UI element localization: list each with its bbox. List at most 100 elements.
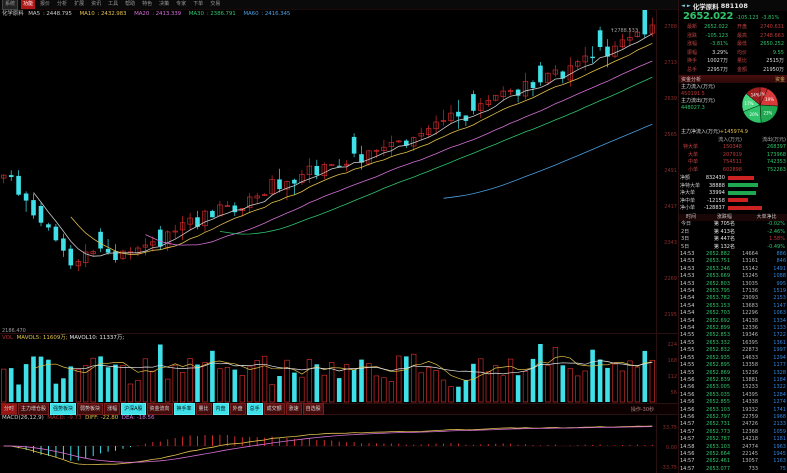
flow-name: 小单	[687, 166, 698, 173]
tick-price: 2652.803	[706, 280, 730, 287]
table-row[interactable]: 14:55 2652.935 14633 1294	[679, 355, 787, 362]
table-row[interactable]: 14:54 2653.782 23093 2153	[679, 295, 787, 302]
menu-item-9[interactable]: 决策	[159, 1, 170, 7]
menu-item-2[interactable]: 报价	[40, 1, 51, 7]
legend-macd-title: MACD(26,12,9)	[2, 415, 44, 421]
table-row[interactable]: 14:53 2652.803 13035 995	[679, 281, 787, 288]
tick-price: 2652.869	[706, 369, 730, 376]
tick-price: 2652.692	[706, 317, 730, 324]
table-row[interactable]: 14:56 2652.664 22145 1945	[679, 451, 787, 458]
tick-volume: 22145	[742, 450, 758, 457]
table-row[interactable]: 14:56 2653.103 19332 1741	[679, 407, 787, 414]
legend-dea: DEA: -18.56	[121, 415, 155, 421]
prev-instrument-icon[interactable]: ◄	[681, 2, 685, 9]
tick-count: 1334	[773, 317, 786, 324]
tab-10[interactable]: 外盘	[229, 403, 246, 415]
fund-flow-th-2: 流出(万元)	[762, 137, 786, 143]
legend-macd-val: MACD: -9.73	[47, 415, 82, 421]
macd-pane[interactable]: MACD(26,12,9) MACD: -9.73 DIFF: -22.80 D…	[0, 415, 678, 473]
table-row[interactable]: 14:56 2652.855 14338 1274	[679, 399, 787, 406]
rank-pct: -0.49%	[767, 243, 785, 250]
table-row[interactable]: 14:57 2652.461 13057 1163	[679, 458, 787, 465]
table-row[interactable]: 14:54 2652.899 12336 1133	[679, 325, 787, 332]
table-row[interactable]: 14:55 2652.869 15236 1328	[679, 370, 787, 377]
tick-price: 2653.332	[706, 339, 730, 346]
table-row[interactable]: 14:55 2652.895 13358 1177	[679, 362, 787, 369]
tick-volume: 14633	[742, 354, 758, 361]
tick-price: 2652.797	[706, 413, 730, 420]
table-row[interactable]: 14:57 2652.773 12368 1059	[679, 429, 787, 436]
table-row[interactable]: 14:57 2653.077 733 75	[679, 466, 787, 473]
tab-1[interactable]: 主力增仓股	[18, 403, 50, 415]
menu-item-8[interactable]: 特色	[142, 1, 153, 7]
net-inflow-title: 主力净流入(万元)+145974.9	[679, 128, 787, 137]
next-instrument-icon[interactable]: ►	[686, 2, 691, 9]
tab-0[interactable]: 分时	[1, 403, 18, 415]
tab-4[interactable]: 涨幅	[104, 403, 121, 415]
tick-count: 1294	[773, 354, 786, 361]
tab-9[interactable]: 内盘	[212, 403, 229, 415]
outflow-value: 448027.3	[681, 105, 705, 111]
menu-item-7[interactable]: 帮助	[125, 1, 136, 7]
menu-item-6[interactable]: 工具	[108, 1, 119, 7]
menu-item-0[interactable]: 系统	[2, 0, 19, 10]
tick-time: 14:56	[680, 399, 695, 406]
menu-item-3[interactable]: 分析	[57, 1, 68, 7]
tab-7[interactable]: 换手率	[173, 403, 195, 415]
menu-item-10[interactable]: 专家	[176, 1, 187, 7]
tick-volume: 24726	[742, 421, 758, 428]
volume-pane[interactable]: VOL MAVOL5: 11609万; MAVOL10: 11337万; 224…	[0, 333, 678, 403]
tab-3[interactable]: 弱势板块	[77, 403, 104, 415]
table-row[interactable]: 14:53 2653.751 13161 846	[679, 258, 787, 265]
table-row[interactable]: 14:57 2652.787 14218 1181	[679, 436, 787, 443]
price-chart-pane[interactable]: 化学原料 MA5: 2448.795 MA10: 2432.983 MA20: …	[0, 10, 678, 333]
tick-count: 2153	[773, 295, 786, 302]
tick-volume: 22873	[742, 347, 758, 354]
price-tick-3: 2565	[664, 132, 677, 138]
table-row[interactable]: 14:55 2653.332 16395 1361	[679, 340, 787, 347]
table-row[interactable]: 14:54 2652.692 14138 1334	[679, 318, 787, 325]
tick-volume: 23093	[742, 295, 758, 302]
net-value: 38888	[709, 182, 725, 189]
tick-price: 2653.077	[706, 465, 730, 472]
table-row[interactable]: 14:56 2653.005 15233 1322	[679, 384, 787, 391]
tick-list[interactable]: 14:53 2652.882 14664 886 14:53 2653.751 13161 8…	[679, 251, 787, 473]
tab-8[interactable]: 量比	[195, 403, 212, 415]
quote-value2: 2650.252	[760, 41, 784, 48]
table-row[interactable]: 14:54 2653.795 17136 1519	[679, 288, 787, 295]
fund-flow-th-1: 流入(万元)	[718, 137, 742, 143]
quote-key: 振幅	[686, 49, 697, 56]
table-row[interactable]: 14:53 2653.669 15245 1088	[679, 273, 787, 280]
quote-value: 2652.022	[704, 24, 728, 31]
menu-item-1[interactable]: 功能	[21, 0, 36, 9]
tab-14[interactable]: 自选股	[302, 403, 324, 415]
table-row[interactable]: 14:54 2653.153 13683 1147	[679, 303, 787, 310]
menu-item-4[interactable]: 扩展	[74, 1, 85, 7]
table-row[interactable]: 14:55 2652.853 19346 1722	[679, 332, 787, 339]
quote-key: 总手	[686, 66, 697, 73]
table-row[interactable]: 14:56 2653.035 14395 1284	[679, 392, 787, 399]
table-row[interactable]: 14:53 2652.882 14664 886	[679, 251, 787, 258]
tab-13[interactable]: 涨速	[285, 403, 302, 415]
table-row[interactable]: 14:56 2652.797 22759 1968	[679, 414, 787, 421]
tick-time: 14:58	[680, 443, 695, 450]
table-row[interactable]: 14:57 2652.731 24726 2133	[679, 421, 787, 428]
tab-12[interactable]: 成交额	[263, 403, 285, 415]
quote-key: 涨幅	[686, 41, 697, 48]
tab-5[interactable]: 沪深A股	[121, 403, 146, 415]
fund-analysis-header[interactable]: 资金分析 资金	[679, 75, 787, 83]
tab-11[interactable]: 总手	[246, 403, 263, 415]
fund-distribution-pie: 7% 19% 23% 20% 17% 14%	[737, 84, 783, 128]
menu-item-11[interactable]: 下单	[193, 1, 204, 7]
tab-2[interactable]: 强势板块	[50, 403, 77, 415]
menu-item-12[interactable]: 交易	[210, 1, 221, 7]
table-row[interactable]: 14:54 2652.703 12296 1063	[679, 310, 787, 317]
table-row[interactable]: 14:55 2652.832 22873 1997	[679, 347, 787, 354]
table-row[interactable]: 14:53 2653.246 15142 1491	[679, 266, 787, 273]
tick-count: 1997	[773, 347, 786, 354]
table-row[interactable]: 14:56 2652.839 13881 1184	[679, 377, 787, 384]
tab-6[interactable]: 资金流向	[146, 403, 173, 415]
menu-item-5[interactable]: 资讯	[91, 1, 102, 7]
table-row[interactable]: 14:58 2653.103 24774 1963	[679, 444, 787, 451]
tick-price: 2653.751	[706, 258, 730, 265]
